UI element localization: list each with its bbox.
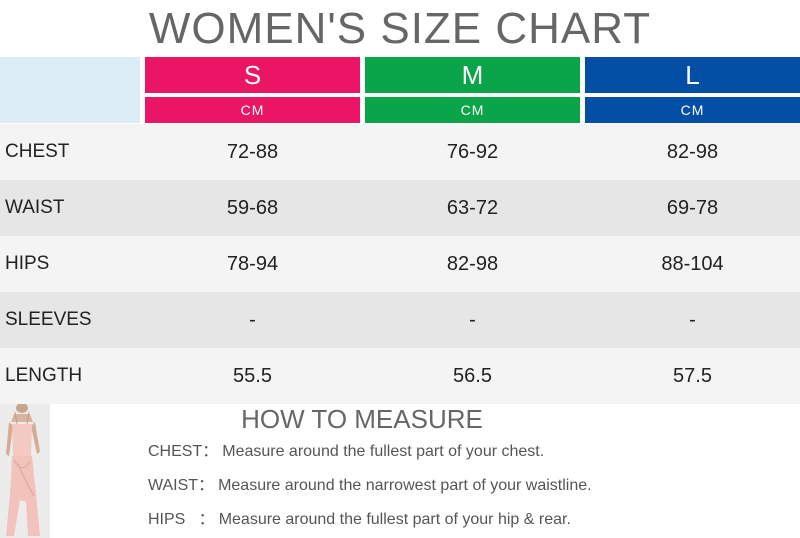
table-cell: 88-104 bbox=[661, 253, 724, 275]
measure-item-waist: WAIST： Measure around the narrowest part … bbox=[148, 476, 592, 496]
table-cell: 72-88 bbox=[226, 141, 279, 163]
unit-header-s: CM bbox=[145, 97, 360, 123]
unit-header-m: CM bbox=[365, 97, 580, 123]
table-cell: - bbox=[469, 309, 476, 331]
measure-key: WAIST： bbox=[148, 477, 215, 494]
table-cell: 55.5 bbox=[233, 365, 272, 387]
measure-key: HIPS ： bbox=[148, 511, 215, 528]
table-cell: 57.5 bbox=[673, 365, 712, 387]
table-row-length: LENGTH 55.5 56.5 57.5 bbox=[0, 348, 800, 404]
measure-item-hips: HIPS ： Measure around the fullest part of… bbox=[148, 510, 571, 530]
header-corner bbox=[0, 57, 140, 123]
table-row-hips: HIPS 78-94 82-98 88-104 bbox=[0, 236, 800, 292]
measure-item-chest: CHEST： Measure around the fullest part of… bbox=[148, 442, 544, 462]
table-cell: 78-94 bbox=[226, 253, 279, 275]
unit-header-l: CM bbox=[585, 97, 800, 123]
table-cell: 56.5 bbox=[453, 365, 492, 387]
table-cell: 76-92 bbox=[446, 141, 499, 163]
model-dress-figure-icon bbox=[0, 404, 50, 538]
row-label: LENGTH bbox=[5, 365, 83, 386]
row-label: CHEST bbox=[5, 141, 70, 162]
size-header-s: S bbox=[145, 57, 360, 93]
size-header-m: M bbox=[365, 57, 580, 93]
how-to-measure-title: HOW TO MEASURE bbox=[241, 404, 483, 434]
table-row-chest: CHEST 72-88 76-92 82-98 bbox=[0, 124, 800, 180]
table-cell: - bbox=[689, 309, 696, 331]
measure-text: Measure around the fullest part of your … bbox=[218, 511, 571, 528]
table-row-sleeves: SLEEVES - - - bbox=[0, 292, 800, 348]
table-cell: 69-78 bbox=[666, 197, 719, 219]
table-cell: - bbox=[249, 309, 256, 331]
measure-text: Measure around the narrowest part of you… bbox=[218, 477, 592, 494]
page-title: WOMEN'S SIZE CHART bbox=[148, 4, 652, 53]
table-cell: 59-68 bbox=[226, 197, 279, 219]
table-cell: 63-72 bbox=[446, 197, 499, 219]
size-header-l: L bbox=[585, 57, 800, 93]
table-row-waist: WAIST 59-68 63-72 69-78 bbox=[0, 180, 800, 236]
table-cell: 82-98 bbox=[446, 253, 499, 275]
model-figure bbox=[0, 404, 50, 538]
row-label: WAIST bbox=[5, 197, 65, 218]
row-label: HIPS bbox=[5, 253, 50, 274]
measure-text: Measure around the fullest part of your … bbox=[222, 443, 545, 460]
row-label: SLEEVES bbox=[5, 309, 92, 330]
table-cell: 82-98 bbox=[666, 141, 719, 163]
measure-key: CHEST： bbox=[148, 443, 219, 460]
